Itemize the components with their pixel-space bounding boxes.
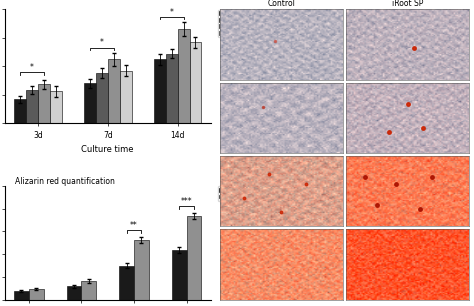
Legend: control, iRoot SP: control, iRoot SP — [218, 186, 251, 201]
Text: **: ** — [130, 221, 138, 230]
Bar — [108, 59, 119, 123]
Text: Alizarin red quantification: Alizarin red quantification — [15, 177, 115, 186]
Bar — [172, 250, 187, 300]
Bar — [82, 281, 96, 300]
Title: Control: Control — [267, 0, 295, 8]
X-axis label: Culture time: Culture time — [82, 145, 134, 154]
Bar — [14, 291, 29, 300]
Bar — [14, 99, 26, 123]
Text: B: B — [203, 0, 212, 2]
Bar — [96, 73, 108, 123]
Bar — [26, 90, 38, 123]
Bar — [38, 84, 50, 123]
Text: *: * — [100, 38, 104, 47]
Bar — [67, 286, 82, 300]
Bar — [134, 240, 149, 300]
Bar — [50, 91, 62, 123]
Bar — [154, 59, 166, 123]
Bar — [187, 216, 201, 300]
Text: *: * — [30, 63, 34, 72]
Bar — [119, 266, 134, 300]
Text: *: * — [170, 8, 173, 17]
Bar — [119, 71, 131, 123]
Bar — [29, 289, 44, 300]
Bar — [84, 83, 96, 123]
Title: iRoot SP: iRoot SP — [392, 0, 424, 8]
Text: ***: *** — [181, 197, 192, 206]
Bar — [166, 54, 178, 123]
Bar — [190, 42, 201, 123]
Bar — [178, 29, 190, 123]
Legend: control, 0.02mg/ml, 0.2mg/ml, 2mg/ml: control, 0.02mg/ml, 0.2mg/ml, 2mg/ml — [218, 10, 258, 37]
